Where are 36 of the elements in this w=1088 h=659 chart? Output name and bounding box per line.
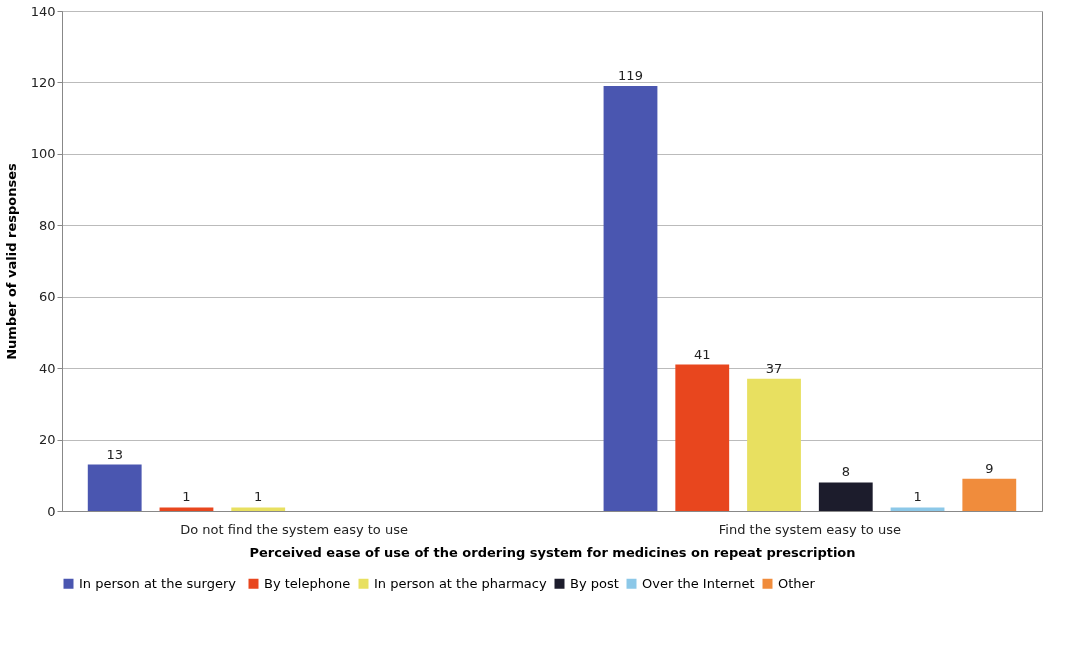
bar [231, 507, 286, 511]
bar [603, 86, 658, 511]
x-axis-title: Perceived ease of use of the ordering system for medicines on repeat prescription [249, 544, 856, 560]
data-label: 41 [693, 346, 711, 362]
y-axis-title: Number of valid responses [3, 162, 19, 360]
data-label: 119 [618, 68, 643, 83]
y-tick-label: 140 [30, 3, 56, 19]
legend-label: By post [570, 575, 619, 591]
y-tick-label: 0 [47, 503, 56, 519]
data-label: 9 [985, 460, 994, 476]
data-label: 1 [182, 489, 191, 505]
bar [962, 478, 1017, 511]
data-label: 1 [913, 489, 922, 505]
y-tick-label: 100 [30, 146, 56, 162]
data-label: 13 [106, 446, 123, 462]
y-tick-label: 40 [38, 360, 56, 376]
x-tick-label: Do not find the system easy to use [180, 521, 408, 537]
bar [159, 507, 214, 511]
y-tick-label: 80 [38, 217, 56, 233]
legend-label: Over the Internet [642, 575, 755, 591]
legend-label: By telephone [264, 575, 351, 591]
data-label: 37 [765, 360, 783, 376]
data-label: 8 [841, 464, 850, 480]
y-tick-label: 20 [38, 432, 56, 448]
bar [747, 378, 801, 511]
legend-label: In person at the surgery [79, 575, 237, 591]
x-tick-label: Find the system easy to use [718, 521, 901, 537]
bar [890, 507, 945, 511]
data-label: 1 [254, 489, 263, 505]
legend-label: Other [778, 575, 816, 591]
bar [675, 364, 730, 511]
y-tick-label: 120 [30, 74, 56, 90]
y-tick-label: 60 [38, 289, 56, 305]
bar [87, 464, 142, 511]
bar [818, 482, 873, 511]
legend-label: In person at the pharmacy [374, 575, 547, 591]
